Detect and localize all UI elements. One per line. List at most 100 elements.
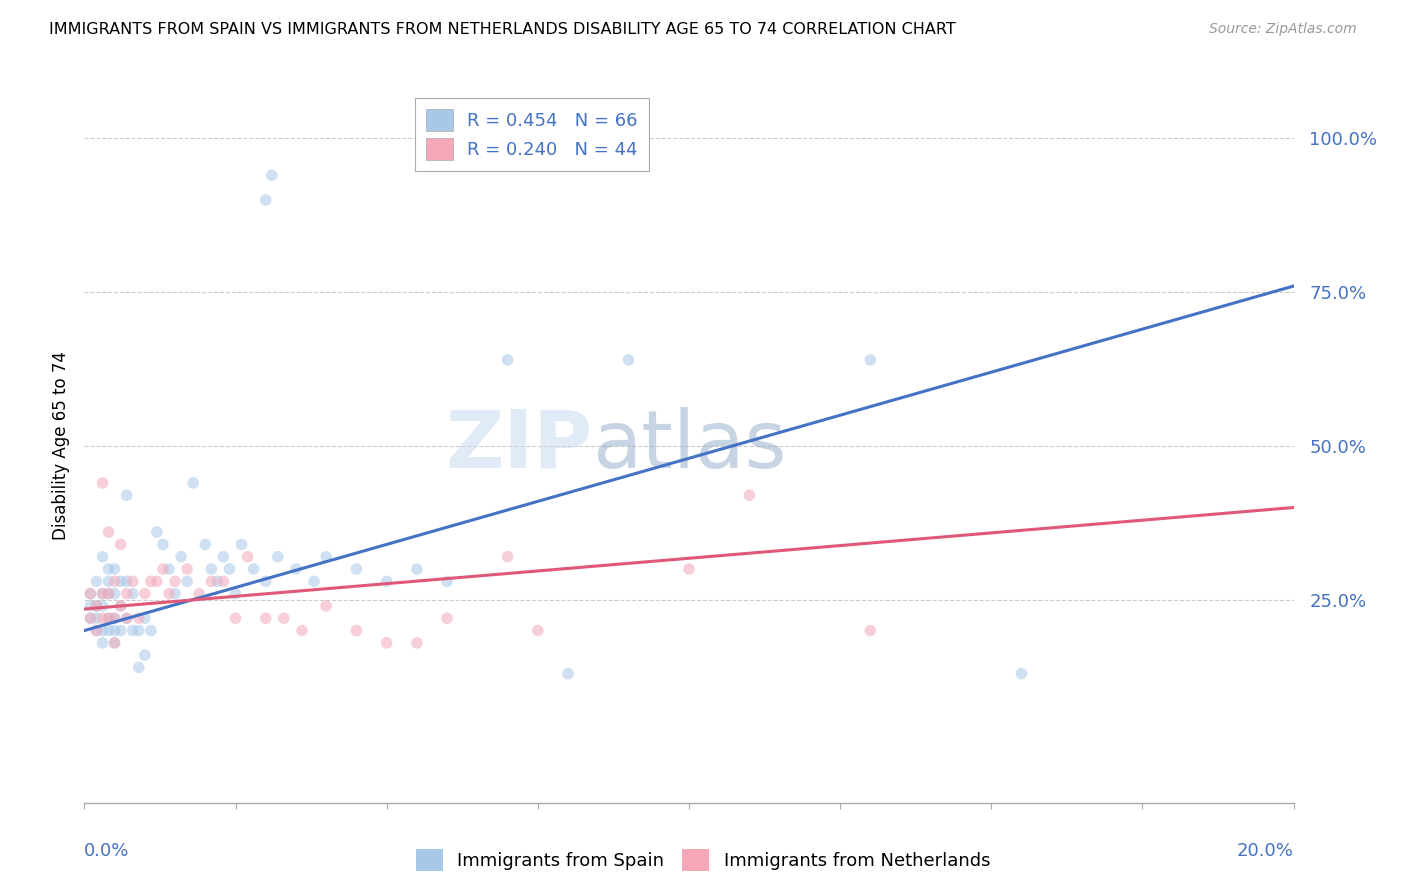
Point (86, 624, 108, 638)
Point (79, 587, 101, 601)
Point (406, 636, 429, 650)
Point (194, 537, 217, 551)
Point (91, 599, 114, 613)
Point (86, 611, 108, 625)
Point (97, 562, 120, 576)
Point (436, 611, 458, 625)
Point (231, 537, 253, 551)
Point (157, 562, 180, 576)
Point (115, 611, 138, 625)
Point (139, 624, 162, 638)
Point (678, 562, 700, 576)
Point (104, 636, 127, 650)
Point (115, 488, 138, 502)
Point (91, 587, 114, 601)
Point (152, 562, 174, 576)
Point (86, 599, 108, 613)
Point (91, 587, 114, 601)
Point (115, 574, 138, 589)
Point (302, 574, 325, 589)
Point (218, 562, 240, 576)
Point (86, 574, 108, 589)
Point (267, 549, 290, 564)
Point (436, 574, 458, 589)
Point (110, 624, 132, 638)
Point (91, 611, 114, 625)
Point (86, 599, 108, 613)
Point (527, 624, 550, 638)
Text: ZIP: ZIP (444, 407, 592, 485)
Point (291, 624, 314, 638)
Point (225, 587, 247, 601)
Point (188, 587, 211, 601)
Point (97, 624, 120, 638)
Point (97, 611, 120, 625)
Point (79, 587, 101, 601)
Point (165, 587, 187, 601)
Point (97, 525, 120, 540)
Point (496, 549, 519, 564)
Point (97, 574, 120, 589)
Point (315, 599, 337, 613)
Point (104, 574, 127, 589)
Point (557, 666, 579, 681)
Point (260, 169, 283, 183)
Point (200, 574, 222, 589)
Point (110, 537, 132, 551)
Point (212, 549, 235, 564)
Point (181, 475, 204, 490)
Point (254, 611, 277, 625)
Legend: Immigrants from Spain, Immigrants from Netherlands: Immigrants from Spain, Immigrants from N… (409, 842, 997, 879)
Point (346, 624, 368, 638)
Point (97, 587, 120, 601)
Point (165, 574, 187, 589)
Point (496, 352, 519, 367)
Point (225, 611, 247, 625)
Point (315, 549, 337, 564)
Point (128, 624, 150, 638)
Point (617, 352, 640, 367)
Point (79, 611, 101, 625)
Point (110, 574, 132, 589)
Text: atlas: atlas (592, 407, 786, 485)
Point (79, 611, 101, 625)
Point (121, 587, 143, 601)
Point (97, 587, 120, 601)
Point (157, 587, 180, 601)
Point (79, 599, 101, 613)
Point (97, 611, 120, 625)
Point (346, 562, 368, 576)
Y-axis label: Disability Age 65 to 74: Disability Age 65 to 74 (52, 351, 70, 541)
Point (285, 562, 308, 576)
Point (859, 624, 882, 638)
Point (104, 587, 127, 601)
Point (273, 611, 295, 625)
Point (236, 549, 259, 564)
Point (254, 574, 277, 589)
Point (134, 648, 156, 662)
Point (242, 562, 264, 576)
Point (207, 574, 229, 589)
Point (170, 549, 193, 564)
Point (146, 574, 169, 589)
Point (115, 611, 138, 625)
Point (254, 193, 277, 207)
Point (128, 660, 150, 674)
Text: Source: ZipAtlas.com: Source: ZipAtlas.com (1209, 22, 1357, 37)
Legend: R = 0.454   N = 66, R = 0.240   N = 44: R = 0.454 N = 66, R = 0.240 N = 44 (415, 98, 648, 171)
Text: 20.0%: 20.0% (1237, 842, 1294, 860)
Point (134, 611, 156, 625)
Point (91, 636, 114, 650)
Point (200, 562, 222, 576)
Point (176, 574, 198, 589)
Point (134, 587, 156, 601)
Text: IMMIGRANTS FROM SPAIN VS IMMIGRANTS FROM NETHERLANDS DISABILITY AGE 65 TO 74 COR: IMMIGRANTS FROM SPAIN VS IMMIGRANTS FROM… (49, 22, 956, 37)
Point (104, 636, 127, 650)
Point (212, 574, 235, 589)
Point (86, 624, 108, 638)
Text: 0.0%: 0.0% (84, 842, 129, 860)
Point (152, 537, 174, 551)
Point (146, 525, 169, 540)
Point (176, 562, 198, 576)
Point (110, 599, 132, 613)
